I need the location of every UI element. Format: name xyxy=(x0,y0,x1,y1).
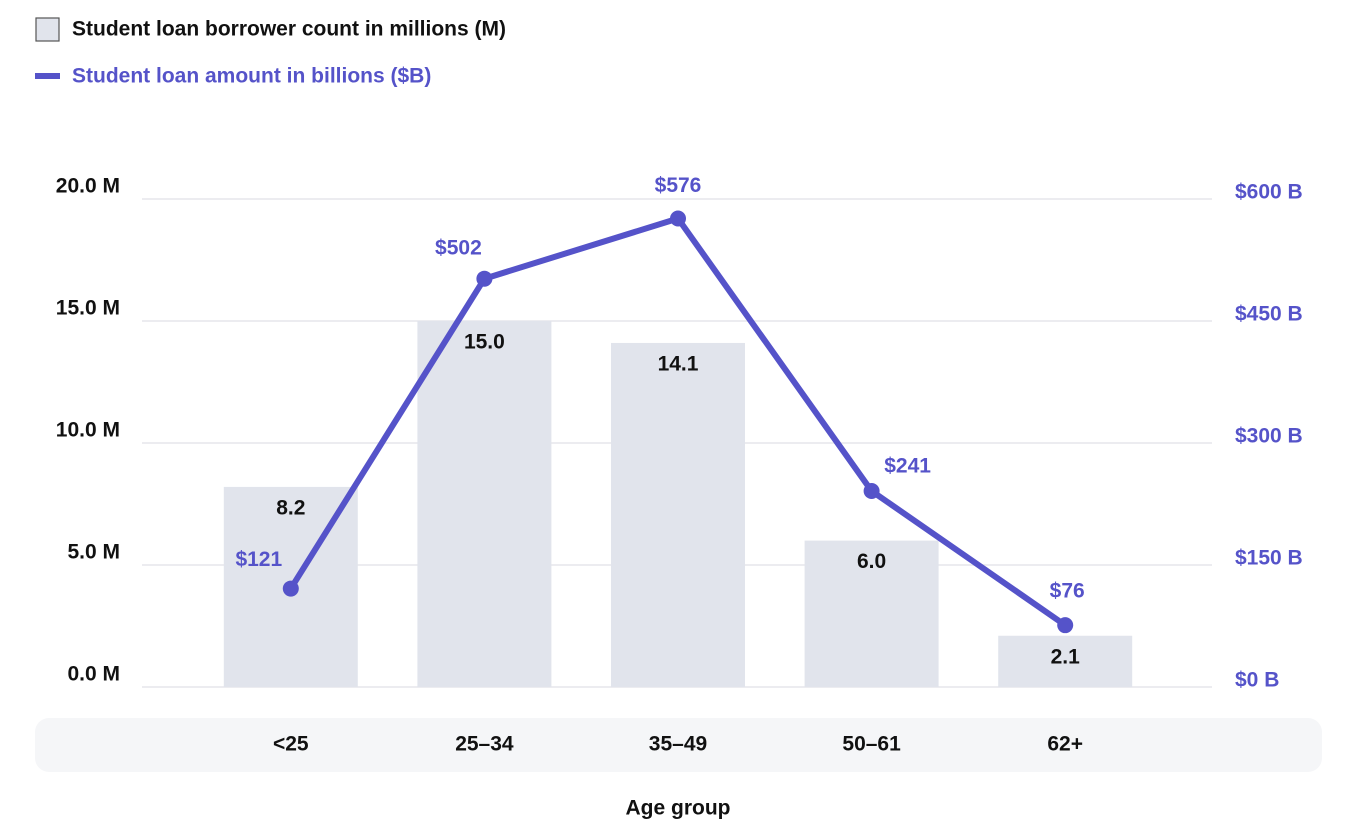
line-value-label: $241 xyxy=(884,455,931,478)
y-tick-label: 20.0 M xyxy=(56,175,120,198)
category-band xyxy=(35,718,1322,772)
line-point xyxy=(670,210,686,227)
y2-tick-label: $450 B xyxy=(1235,303,1303,326)
y-tick-label: 5.0 M xyxy=(67,541,120,564)
x-tick-label: <25 xyxy=(273,733,309,756)
line-value-label: $121 xyxy=(235,548,282,571)
legend-swatch xyxy=(35,73,60,79)
legend-label: Student loan amount in billions ($B) xyxy=(72,65,431,88)
y-tick-label: 0.0 M xyxy=(67,663,120,686)
bar-value-label: 8.2 xyxy=(276,496,305,519)
line-point xyxy=(282,580,299,597)
bar xyxy=(998,635,1133,687)
bar-value-label: 2.1 xyxy=(1051,645,1081,668)
line-point xyxy=(476,270,493,287)
line-point xyxy=(1057,617,1074,634)
x-tick-label: 62+ xyxy=(1047,733,1083,756)
x-tick-label: 25–34 xyxy=(455,733,514,756)
bar xyxy=(804,540,939,687)
line-value-label: $502 xyxy=(435,236,482,259)
x-tick-label: 35–49 xyxy=(649,733,707,756)
x-axis-label: Age group xyxy=(626,797,731,820)
line-value-label: $76 xyxy=(1050,580,1085,603)
bar xyxy=(611,342,745,687)
y2-tick-label: $150 B xyxy=(1235,547,1303,570)
y2-tick-label: $600 B xyxy=(1235,181,1303,204)
bar-value-label: 6.0 xyxy=(857,550,886,573)
x-tick-label: 50–61 xyxy=(842,733,901,756)
y-tick-label: 15.0 M xyxy=(56,297,120,320)
y-tick-label: 10.0 M xyxy=(56,419,120,442)
line-point xyxy=(863,482,880,499)
y2-tick-label: $300 B xyxy=(1235,425,1303,448)
y2-tick-label: $0 B xyxy=(1235,669,1279,692)
legend-swatch xyxy=(35,17,60,42)
line-value-label: $576 xyxy=(655,174,702,197)
bar xyxy=(417,321,552,687)
legend-label: Student loan borrower count in millions … xyxy=(72,18,506,41)
bar-value-label: 15.0 xyxy=(464,331,505,354)
bar-value-label: 14.1 xyxy=(658,353,699,376)
